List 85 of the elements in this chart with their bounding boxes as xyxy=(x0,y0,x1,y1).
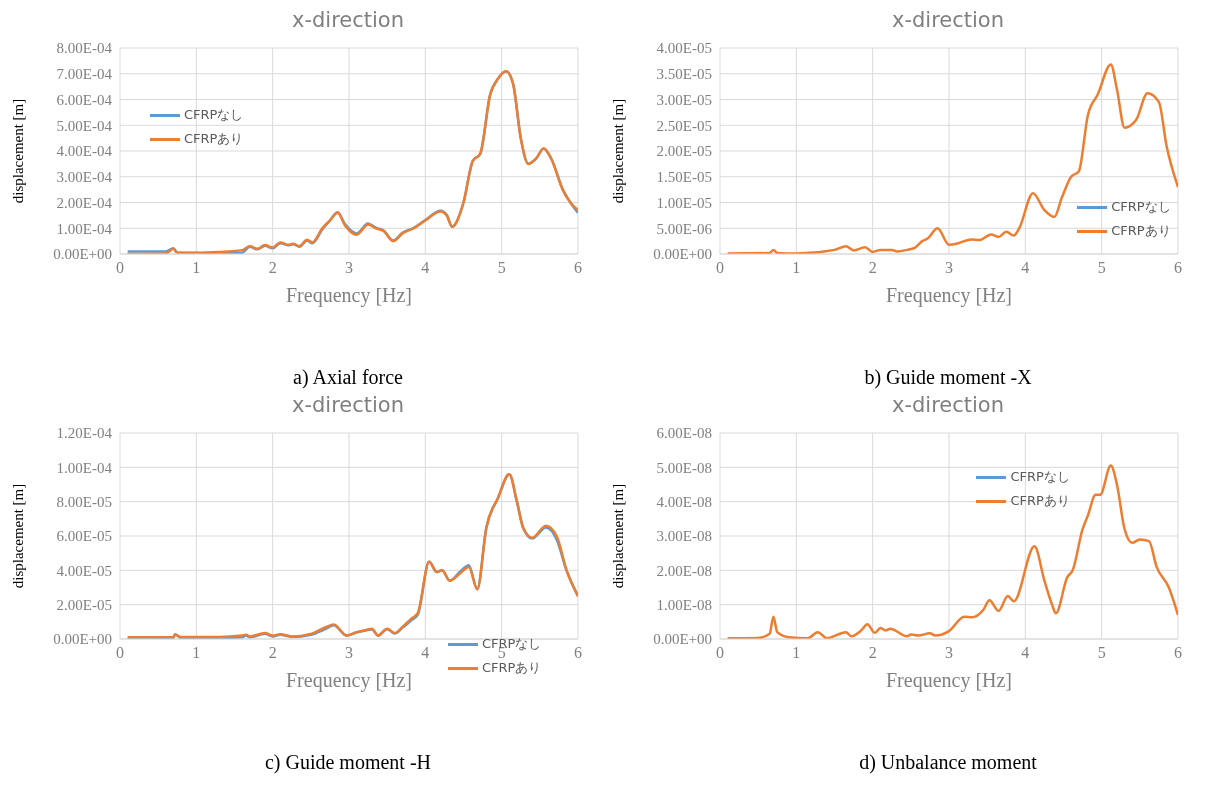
y-tick-label: 8.00E-04 xyxy=(56,40,113,57)
x-tick-label: 1 xyxy=(792,259,801,277)
y-tick-label: 1.50E-05 xyxy=(656,169,712,186)
y-tick-label: 2.00E-04 xyxy=(56,194,113,211)
legend-label: CFRPあり xyxy=(482,659,542,677)
x-tick-label: 6 xyxy=(574,259,582,277)
y-axis-title: displacement [m] xyxy=(610,483,627,589)
x-tick-label: 2 xyxy=(268,259,277,277)
legend-label: CFRPなし xyxy=(184,106,244,124)
y-tick-label: 3.00E-04 xyxy=(56,169,113,186)
x-axis-title: Frequency [Hz] xyxy=(285,669,413,692)
x-tick-label: 0 xyxy=(716,259,724,277)
x-axis-title: Frequency [Hz] xyxy=(885,284,1013,307)
x-tick-label: 3 xyxy=(945,259,953,277)
y-tick-label: 6.00E-05 xyxy=(56,528,112,545)
legend-label: CFRPあり xyxy=(184,130,244,148)
chart-title: x-direction xyxy=(890,8,1005,34)
line-series xyxy=(726,464,1178,639)
legend-label: CFRPなし xyxy=(1111,198,1171,216)
x-tick-label: 3 xyxy=(345,259,353,277)
line-series xyxy=(126,472,578,639)
y-axis-title: displacement [m] xyxy=(10,98,27,204)
y-tick-label: 2.50E-05 xyxy=(656,117,712,134)
x-tick-label: 6 xyxy=(1174,259,1182,277)
chart-title: x-direction xyxy=(290,393,405,419)
x-tick-label: 2 xyxy=(868,259,877,277)
legend-label: CFRPあり xyxy=(1010,492,1070,510)
y-tick-label: 0.00E+00 xyxy=(53,631,112,648)
y-axis-title: displacement [m] xyxy=(10,483,27,589)
x-tick-label: 6 xyxy=(574,644,582,662)
chart-title: x-direction xyxy=(290,8,405,34)
x-tick-label: 0 xyxy=(116,644,124,662)
y-tick-label: 8.00E-05 xyxy=(56,493,112,510)
y-tick-label: 1.00E-04 xyxy=(56,220,113,237)
x-tick-label: 5 xyxy=(1097,644,1106,662)
y-tick-label: 5.00E-04 xyxy=(56,117,113,134)
y-tick-label: 5.00E-06 xyxy=(656,220,713,237)
y-tick-label: 4.00E-05 xyxy=(56,562,112,579)
y-tick-label: 1.00E-05 xyxy=(656,194,712,211)
text: b) Guide moment -X xyxy=(863,365,1033,390)
x-tick-label: 4 xyxy=(421,259,430,277)
y-tick-label: 1.00E-04 xyxy=(56,459,113,476)
text: a) Axial force xyxy=(292,365,404,390)
y-tick-label: 3.50E-05 xyxy=(656,66,712,83)
legend-label: CFRPなし xyxy=(1010,468,1070,486)
y-tick-label: 0.00E+00 xyxy=(653,631,712,648)
line-series xyxy=(726,63,1178,254)
y-tick-label: 0.00E+00 xyxy=(53,246,112,263)
x-tick-label: 1 xyxy=(192,259,201,277)
x-tick-label: 3 xyxy=(945,644,953,662)
y-tick-label: 2.00E-05 xyxy=(656,143,712,160)
y-tick-label: 0.00E+00 xyxy=(653,246,712,263)
y-tick-label: 4.00E-04 xyxy=(56,143,113,160)
y-tick-label: 4.00E-05 xyxy=(656,40,712,57)
legend-label: CFRPあり xyxy=(1111,222,1171,240)
y-tick-label: 3.00E-05 xyxy=(656,91,712,108)
x-tick-label: 2 xyxy=(868,644,877,662)
x-tick-label: 5 xyxy=(497,259,506,277)
y-axis-title: displacement [m] xyxy=(610,98,627,204)
x-tick-label: 4 xyxy=(421,644,430,662)
x-axis-title: Frequency [Hz] xyxy=(285,284,413,307)
text: c) Guide moment -H xyxy=(263,750,433,775)
y-tick-label: 7.00E-04 xyxy=(56,66,113,83)
x-tick-label: 6 xyxy=(1174,644,1182,662)
y-tick-label: 6.00E-08 xyxy=(656,425,712,442)
x-tick-label: 1 xyxy=(792,644,801,662)
y-tick-label: 4.00E-08 xyxy=(656,493,712,510)
x-tick-label: 2 xyxy=(268,644,277,662)
x-tick-label: 1 xyxy=(192,644,201,662)
x-tick-label: 0 xyxy=(116,259,124,277)
y-tick-label: 6.00E-04 xyxy=(56,91,113,108)
y-tick-label: 1.00E-08 xyxy=(656,596,712,613)
y-tick-label: 2.00E-08 xyxy=(656,562,712,579)
chart-title: x-direction xyxy=(890,393,1005,419)
x-axis-title: Frequency [Hz] xyxy=(885,669,1013,692)
x-tick-label: 3 xyxy=(345,644,353,662)
x-tick-label: 4 xyxy=(1021,259,1030,277)
x-tick-label: 4 xyxy=(1021,644,1030,662)
y-tick-label: 5.00E-08 xyxy=(656,459,712,476)
y-tick-label: 2.00E-05 xyxy=(56,596,112,613)
x-tick-label: 0 xyxy=(716,644,724,662)
text: d) Unbalance moment xyxy=(858,750,1038,775)
y-tick-label: 3.00E-08 xyxy=(656,528,712,545)
x-tick-label: 5 xyxy=(1097,259,1106,277)
y-tick-label: 1.20E-04 xyxy=(56,425,113,442)
